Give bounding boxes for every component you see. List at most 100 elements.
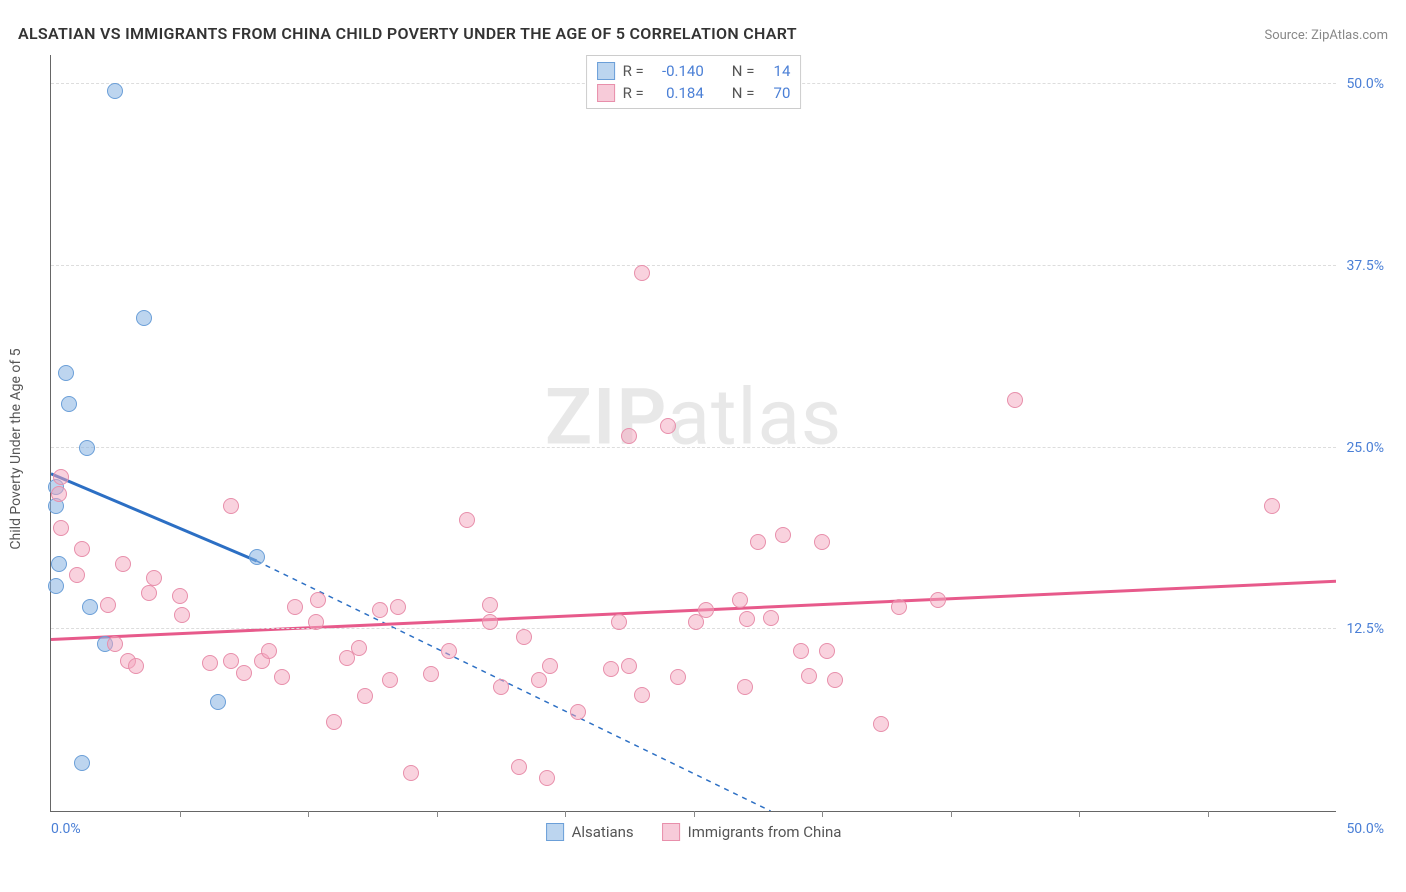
data-point	[61, 396, 77, 412]
data-point	[390, 599, 406, 615]
data-point	[372, 602, 388, 618]
data-point	[274, 669, 290, 685]
y-tick-label: 25.0%	[1338, 440, 1384, 456]
data-point	[223, 498, 239, 514]
data-point	[74, 755, 90, 771]
data-point	[128, 658, 144, 674]
data-point	[511, 759, 527, 775]
data-point	[930, 592, 946, 608]
source-attribution: Source: ZipAtlas.com	[1264, 28, 1388, 43]
data-point	[603, 661, 619, 677]
data-point	[53, 469, 69, 485]
data-point	[172, 588, 188, 604]
data-point	[441, 643, 457, 659]
data-point	[482, 597, 498, 613]
data-point	[202, 655, 218, 671]
chart-title: ALSATIAN VS IMMIGRANTS FROM CHINA CHILD …	[18, 24, 797, 43]
data-point	[287, 599, 303, 615]
header: ALSATIAN VS IMMIGRANTS FROM CHINA CHILD …	[18, 24, 1388, 43]
data-point	[670, 669, 686, 685]
y-tick-label: 50.0%	[1338, 76, 1384, 92]
data-point	[74, 541, 90, 557]
data-point	[750, 534, 766, 550]
swatch-icon	[597, 84, 615, 102]
data-point	[351, 640, 367, 656]
data-point	[531, 672, 547, 688]
data-point	[310, 592, 326, 608]
legend-row-immigrants: R = 0.184 N = 70	[597, 82, 791, 104]
data-point	[482, 614, 498, 630]
plot-region: ZIPatlas R = -0.140 N = 14 R = 0.184 N =…	[50, 55, 1336, 812]
data-point	[459, 512, 475, 528]
trend-lines	[51, 55, 1336, 811]
data-point	[423, 666, 439, 682]
y-axis-label: Child Poverty Under the Age of 5	[8, 348, 24, 549]
data-point	[763, 610, 779, 626]
correlation-legend: R = -0.140 N = 14 R = 0.184 N = 70	[586, 55, 802, 109]
data-point	[611, 614, 627, 630]
x-axis-start: 0.0%	[51, 821, 81, 837]
data-point	[69, 567, 85, 583]
data-point	[739, 611, 755, 627]
data-point	[873, 716, 889, 732]
data-point	[136, 310, 152, 326]
data-point	[891, 599, 907, 615]
data-point	[732, 592, 748, 608]
data-point	[621, 428, 637, 444]
data-point	[223, 653, 239, 669]
data-point	[1007, 392, 1023, 408]
data-point	[53, 520, 69, 536]
data-point	[82, 599, 98, 615]
data-point	[100, 597, 116, 613]
data-point	[51, 556, 67, 572]
data-point	[737, 679, 753, 695]
data-point	[660, 418, 676, 434]
data-point	[58, 365, 74, 381]
data-point	[115, 556, 131, 572]
x-axis-end: 50.0%	[1346, 821, 1384, 837]
data-point	[634, 265, 650, 281]
data-point	[107, 83, 123, 99]
data-point	[814, 534, 830, 550]
data-point	[493, 679, 509, 695]
data-point	[236, 665, 252, 681]
data-point	[621, 658, 637, 674]
data-point	[382, 672, 398, 688]
data-point	[1264, 498, 1280, 514]
data-point	[819, 643, 835, 659]
data-point	[827, 672, 843, 688]
data-point	[261, 643, 277, 659]
data-point	[516, 629, 532, 645]
data-point	[793, 643, 809, 659]
chart-area: Child Poverty Under the Age of 5 ZIPatla…	[50, 55, 1386, 842]
watermark: ZIPatlas	[545, 372, 842, 463]
y-tick-label: 37.5%	[1338, 258, 1384, 274]
series-legend: Alsatians Immigrants from China	[546, 823, 842, 841]
data-point	[51, 486, 67, 502]
y-tick-label: 12.5%	[1338, 621, 1384, 637]
legend-item-alsatians: Alsatians	[546, 823, 634, 841]
data-point	[308, 614, 324, 630]
data-point	[79, 440, 95, 456]
swatch-icon	[546, 823, 564, 841]
data-point	[539, 770, 555, 786]
data-point	[775, 527, 791, 543]
data-point	[210, 694, 226, 710]
data-point	[570, 704, 586, 720]
legend-item-immigrants: Immigrants from China	[662, 823, 842, 841]
data-point	[48, 578, 64, 594]
data-point	[698, 602, 714, 618]
data-point	[542, 658, 558, 674]
data-point	[801, 668, 817, 684]
swatch-icon	[662, 823, 680, 841]
data-point	[357, 688, 373, 704]
data-point	[403, 765, 419, 781]
data-point	[141, 585, 157, 601]
data-point	[326, 714, 342, 730]
swatch-icon	[597, 62, 615, 80]
data-point	[146, 570, 162, 586]
data-point	[174, 607, 190, 623]
data-point	[249, 549, 265, 565]
legend-row-alsatians: R = -0.140 N = 14	[597, 60, 791, 82]
data-point	[634, 687, 650, 703]
